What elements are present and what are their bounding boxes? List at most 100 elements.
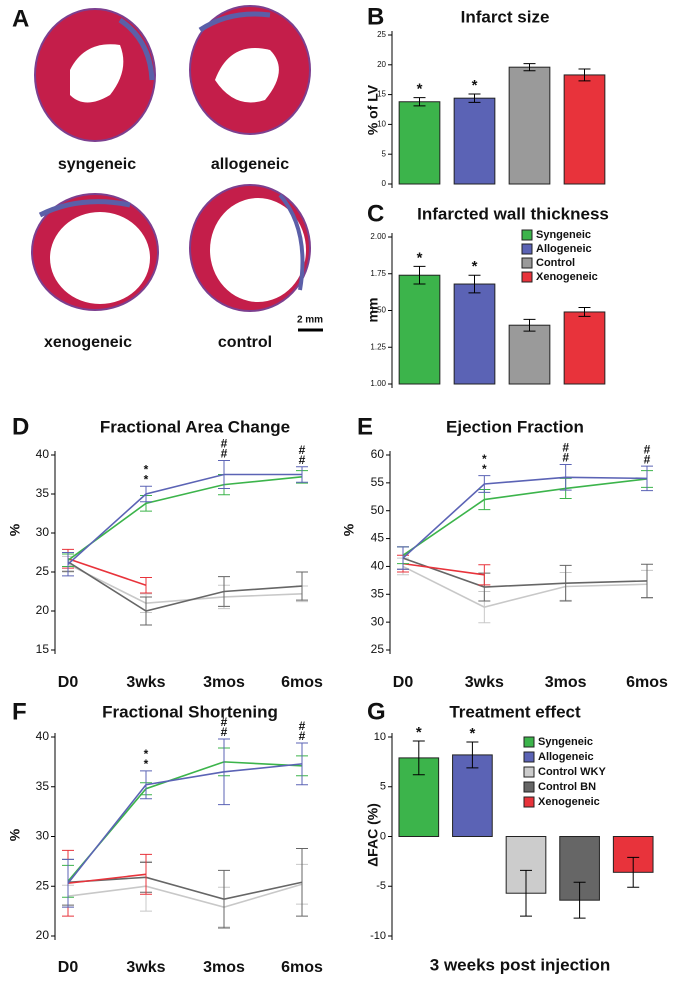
annotation: #	[562, 441, 569, 455]
error-bar	[578, 307, 591, 317]
series-line	[67, 873, 147, 885]
series-line	[67, 763, 303, 884]
legend-swatch	[521, 229, 533, 241]
y-axis-label: mm	[365, 298, 381, 323]
x-tick-label: 3mos	[545, 674, 587, 691]
y-tick-label: 45	[371, 531, 385, 545]
annotation: #	[221, 715, 228, 729]
y-tick-label: 25	[36, 564, 50, 578]
error-bar	[413, 97, 426, 107]
annotation: #	[299, 719, 306, 733]
y-tick-label: 15	[377, 90, 386, 99]
bar	[508, 66, 551, 185]
y-tick-label: 40	[36, 729, 50, 743]
panel-letter: C	[367, 200, 384, 227]
legend-label: Syngeneic	[536, 229, 591, 241]
error-bar	[413, 265, 426, 285]
x-tick-label: D0	[58, 959, 79, 976]
series-line	[67, 561, 303, 612]
y-tick-label: 25	[377, 30, 386, 39]
series-line	[67, 883, 303, 908]
y-tick-label: 50	[371, 503, 385, 517]
series-line	[67, 557, 147, 587]
y-axis-label: ΔFAC (%)	[365, 803, 381, 867]
legend-label: Control BN	[538, 781, 596, 793]
y-tick-label: 1.25	[370, 342, 386, 351]
legend-label: Xenogeneic	[538, 796, 600, 808]
annotation: *	[144, 462, 149, 476]
legend-label: Control	[536, 257, 575, 269]
annotation: *	[482, 462, 487, 476]
y-tick-label: 20	[36, 603, 50, 617]
y-tick-label: 30	[371, 614, 385, 628]
error-bar	[573, 881, 586, 919]
sample-label: syngeneic	[58, 156, 136, 173]
panel-letter: A	[12, 5, 29, 32]
y-tick-label: 15	[36, 642, 50, 656]
annotation: *	[417, 81, 423, 98]
x-tick-label: D0	[58, 674, 79, 691]
error-bar	[397, 546, 409, 570]
annotation: *	[144, 472, 149, 486]
error-bar	[627, 856, 640, 888]
error-bar	[468, 93, 481, 103]
y-tick-label: 25	[371, 642, 385, 656]
legend-label: Allogeneic	[538, 751, 594, 763]
y-axis-label: %	[341, 523, 357, 536]
panel-letter: E	[357, 413, 373, 440]
y-tick-label: 10	[377, 120, 386, 129]
error-bar	[466, 741, 479, 769]
chart-title: Infarct size	[461, 7, 550, 26]
series-line	[67, 476, 303, 561]
legend-swatch	[523, 751, 535, 763]
y-tick-label: 5	[382, 149, 387, 158]
annotation: *	[469, 725, 475, 742]
series-line	[67, 761, 303, 882]
chart-title: Fractional Shortening	[102, 702, 278, 721]
x-tick-label: 6mos	[626, 674, 668, 691]
legend-swatch	[523, 796, 535, 808]
y-tick-label: 1.75	[370, 269, 386, 278]
y-tick-label: 55	[371, 475, 385, 489]
annotation: *	[417, 249, 423, 266]
panel-letter: B	[367, 3, 384, 30]
panel-letter: G	[367, 698, 386, 725]
annotation: *	[472, 258, 478, 275]
y-tick-label: 20	[377, 60, 386, 69]
y-tick-label: 30	[36, 829, 50, 843]
x-tick-label: 3wks	[126, 959, 165, 976]
chart-title: Fractional Area Change	[100, 417, 290, 436]
x-tick-label: 3mos	[203, 959, 245, 976]
bar	[452, 754, 493, 837]
annotation: #	[299, 453, 306, 467]
series-line	[402, 476, 648, 559]
series-line	[67, 473, 302, 565]
legend-swatch	[523, 736, 535, 748]
sample-label: allogeneic	[211, 156, 289, 173]
y-tick-label: 0	[380, 830, 386, 842]
y-axis-label: %	[7, 828, 23, 841]
x-tick-label: 3wks	[465, 674, 504, 691]
y-tick-label: 5	[380, 781, 386, 793]
error-bar	[523, 63, 536, 72]
y-tick-label: 60	[371, 447, 385, 461]
error-bar	[578, 68, 591, 82]
legend-label: Syngeneic	[538, 736, 593, 748]
x-tick-label: 6mos	[281, 959, 323, 976]
legend-swatch	[523, 766, 535, 778]
panel-letter: F	[12, 698, 27, 725]
annotation: *	[472, 77, 478, 94]
series-line	[402, 565, 648, 608]
y-tick-label: 0	[382, 179, 387, 188]
y-tick-label: 20	[36, 928, 50, 942]
annotation: #	[221, 437, 228, 451]
y-tick-label: 35	[36, 779, 50, 793]
series-line	[67, 563, 303, 605]
series-line	[402, 478, 648, 556]
y-tick-label: -5	[376, 880, 386, 892]
legend-label: Allogeneic	[536, 243, 592, 255]
panel-letter: D	[12, 413, 29, 440]
y-tick-label: -10	[370, 930, 386, 942]
bar	[398, 274, 441, 385]
